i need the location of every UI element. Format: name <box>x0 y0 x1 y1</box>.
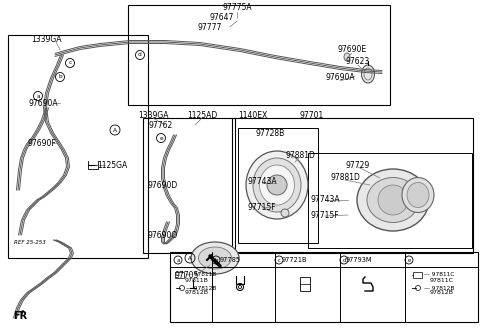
Text: 1125GA: 1125GA <box>97 160 127 170</box>
Text: — 97811B: — 97811B <box>186 273 216 277</box>
Ellipse shape <box>344 53 350 61</box>
Text: d: d <box>138 52 142 57</box>
Ellipse shape <box>407 182 429 208</box>
Text: 97812B: 97812B <box>430 291 454 296</box>
Ellipse shape <box>357 169 429 231</box>
Text: 97743A: 97743A <box>310 195 340 204</box>
Text: 97728B: 97728B <box>255 129 285 137</box>
Text: 1339GA: 1339GA <box>31 35 61 45</box>
Text: b: b <box>214 257 218 262</box>
Bar <box>413 272 422 278</box>
Bar <box>175 272 184 278</box>
Ellipse shape <box>191 242 239 274</box>
Text: b: b <box>58 74 62 79</box>
Text: 97775A: 97775A <box>222 4 252 12</box>
Text: 97721B: 97721B <box>281 257 307 263</box>
Text: 97881D: 97881D <box>285 151 315 159</box>
Text: a: a <box>176 257 180 262</box>
Text: 97690A: 97690A <box>325 73 355 83</box>
Text: e: e <box>159 135 163 140</box>
Text: 97743A: 97743A <box>247 177 277 187</box>
Text: 97623: 97623 <box>346 57 370 67</box>
Text: 97705: 97705 <box>175 271 199 279</box>
Text: 97811C: 97811C <box>430 277 454 282</box>
Bar <box>300 277 310 291</box>
Text: 97793M: 97793M <box>346 257 372 263</box>
Text: 97647: 97647 <box>210 13 234 23</box>
Text: 1140EX: 1140EX <box>239 111 268 119</box>
Text: e: e <box>408 257 410 262</box>
Circle shape <box>281 209 289 217</box>
Text: 97690O: 97690O <box>148 231 178 239</box>
Text: c: c <box>68 60 72 66</box>
Text: c: c <box>277 257 280 262</box>
Text: 97715F: 97715F <box>248 202 276 212</box>
Text: 97777: 97777 <box>198 23 222 31</box>
Text: 1125AD: 1125AD <box>187 111 217 119</box>
Text: FR: FR <box>13 311 27 321</box>
Ellipse shape <box>253 158 301 212</box>
Ellipse shape <box>199 247 231 269</box>
Text: 97812B: 97812B <box>185 291 209 296</box>
Text: 97762: 97762 <box>149 120 173 130</box>
Text: — 97811C: — 97811C <box>424 273 455 277</box>
Text: 97785: 97785 <box>219 257 240 263</box>
Text: — 97812B: — 97812B <box>424 285 455 291</box>
Ellipse shape <box>246 151 308 219</box>
Text: d: d <box>342 257 346 262</box>
Ellipse shape <box>361 65 374 83</box>
Text: A: A <box>188 256 192 260</box>
Text: 97690D: 97690D <box>148 180 178 190</box>
Text: 97690E: 97690E <box>337 46 367 54</box>
Ellipse shape <box>367 177 419 222</box>
Circle shape <box>378 185 408 215</box>
Ellipse shape <box>402 177 434 213</box>
Text: A: A <box>113 128 117 133</box>
Text: 1339GA: 1339GA <box>138 111 168 119</box>
Text: a: a <box>36 93 40 98</box>
Text: 97690F: 97690F <box>28 138 56 148</box>
Text: 97881D: 97881D <box>330 174 360 182</box>
Circle shape <box>267 175 287 195</box>
Ellipse shape <box>260 165 295 205</box>
Text: 97729: 97729 <box>346 160 370 170</box>
Text: 97715F: 97715F <box>311 211 339 219</box>
Text: — 97812B: — 97812B <box>186 285 216 291</box>
Text: 97690A: 97690A <box>28 98 58 108</box>
Text: REF 25-253: REF 25-253 <box>14 239 46 244</box>
Text: 97811B: 97811B <box>185 277 209 282</box>
Text: 97701: 97701 <box>300 111 324 119</box>
